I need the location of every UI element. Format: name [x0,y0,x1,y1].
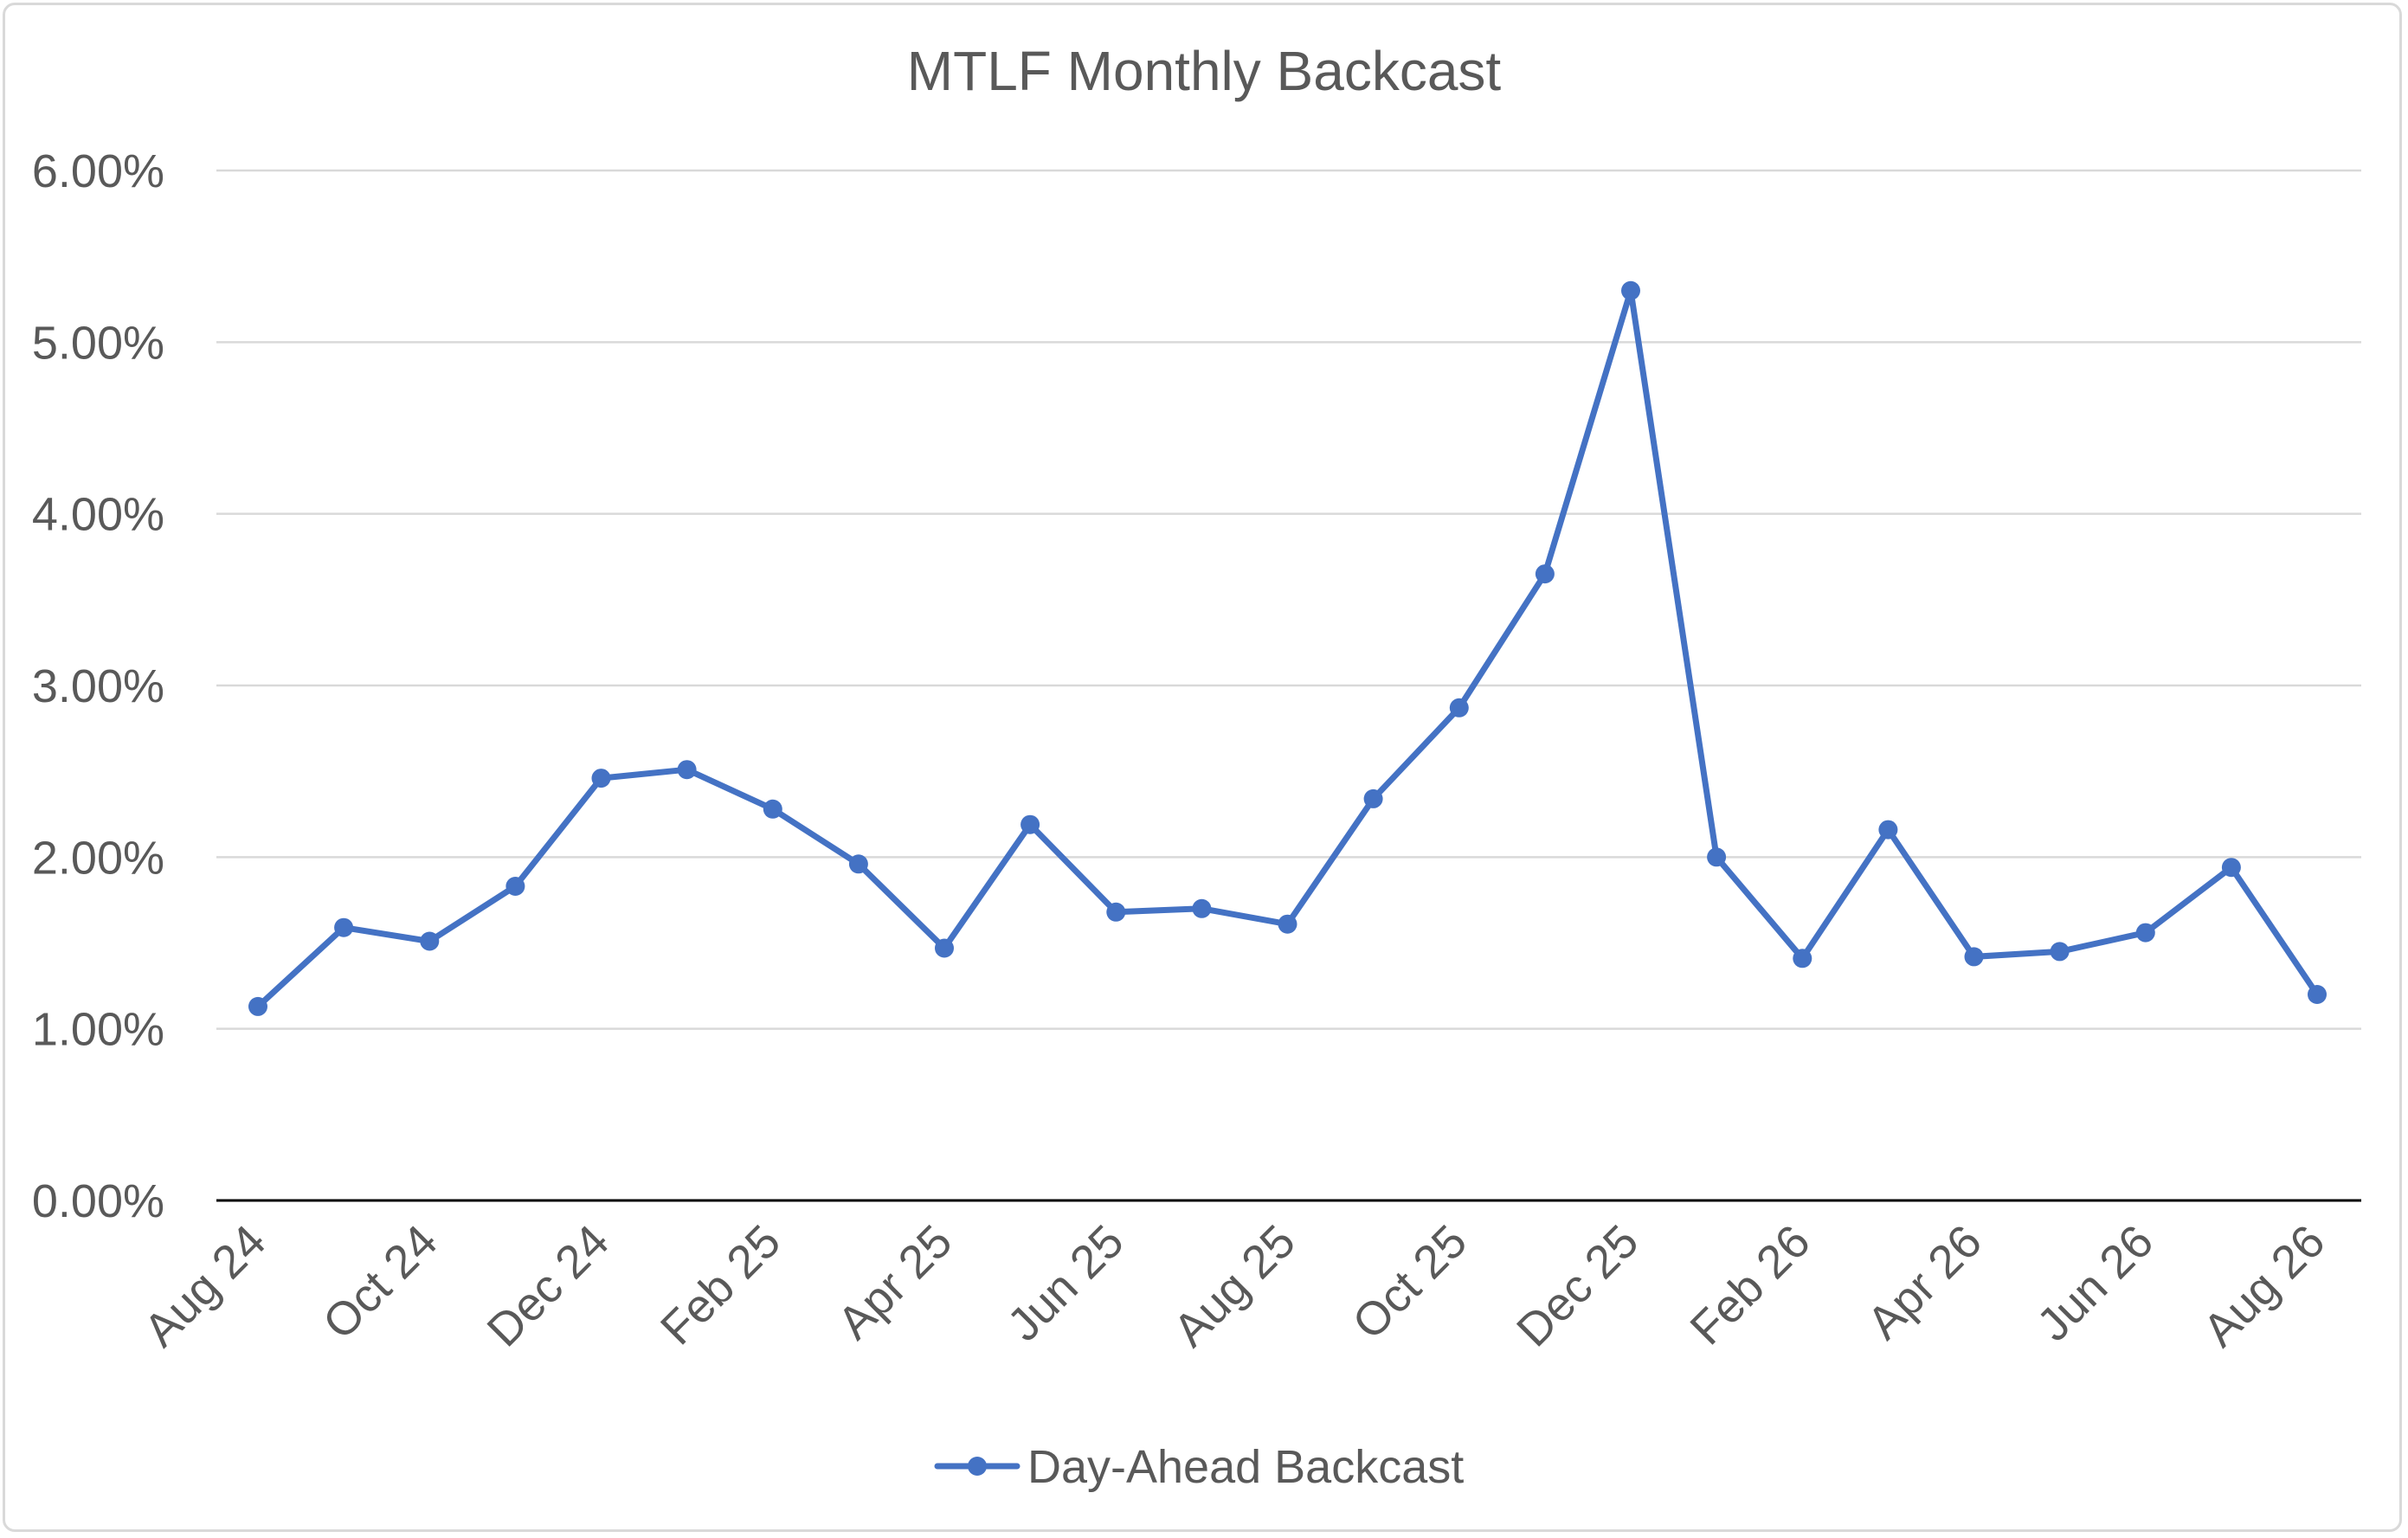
data-point [677,760,697,780]
data-point [1449,698,1469,718]
x-tick-label: Oct 25 [1342,1215,1477,1349]
x-tick-label: Aug 24 [134,1215,275,1356]
y-tick-label: 1.00% [32,1004,164,1056]
y-axis-tick-labels: 0.00% 1.00% 2.00% 3.00% 4.00% 5.00% 6.00% [32,145,164,1227]
data-point [1363,788,1383,808]
x-axis-tick-labels: Aug 24 Oct 24 Dec 24 Feb 25 Apr 25 Jun 25 Aug … [134,1215,2334,1356]
data-point [334,917,354,937]
data-point [763,799,782,819]
legend-label: Day-Ahead Backcast [1027,1441,1464,1493]
data-point [1878,820,1898,840]
y-tick-label: 0.00% [32,1175,164,1227]
data-point [935,938,954,958]
x-tick-label: Jun 26 [2027,1215,2163,1351]
data-point [1106,902,1126,922]
x-tick-label: Aug 25 [1164,1215,1305,1356]
x-tick-label: Apr 25 [828,1215,963,1349]
data-point [2135,923,2155,943]
legend: Day-Ahead Backcast [934,1441,1464,1493]
data-point [1793,949,1812,968]
x-tick-label: Dec 25 [1507,1215,1648,1356]
y-tick-label: 3.00% [32,660,164,712]
data-point [420,931,440,951]
data-point [1707,847,1727,867]
y-tick-label: 5.00% [32,317,164,369]
data-point [2050,942,2070,962]
x-tick-label: Aug 26 [2193,1215,2334,1356]
x-tick-label: Feb 26 [1680,1215,1819,1355]
x-tick-label: Jun 25 [998,1215,1134,1351]
data-point [1535,564,1555,584]
x-tick-label: Apr 26 [1858,1215,1992,1349]
data-point [1192,898,1212,918]
y-tick-label: 4.00% [32,489,164,541]
data-point [505,877,525,896]
y-tick-label: 6.00% [32,145,164,197]
data-point [248,996,267,1016]
series-day-ahead-backcast [248,280,2327,1016]
data-point [1621,280,1640,300]
x-tick-label: Feb 25 [651,1215,790,1355]
data-point [1021,814,1040,834]
x-tick-label: Dec 24 [478,1215,619,1356]
chart-title: MTLF Monthly Backcast [907,40,1502,102]
x-tick-label: Oct 24 [313,1215,447,1349]
gridlines [216,169,2361,1030]
data-point [1964,947,1984,967]
data-point [848,854,868,874]
chart-frame [3,3,2402,1532]
legend-dot-marker [968,1457,987,1476]
series-line [254,287,2321,1010]
data-point [591,769,611,788]
data-point [1278,914,1297,934]
y-tick-label: 2.00% [32,832,164,884]
data-point [2221,858,2241,878]
data-point [2308,985,2327,1004]
